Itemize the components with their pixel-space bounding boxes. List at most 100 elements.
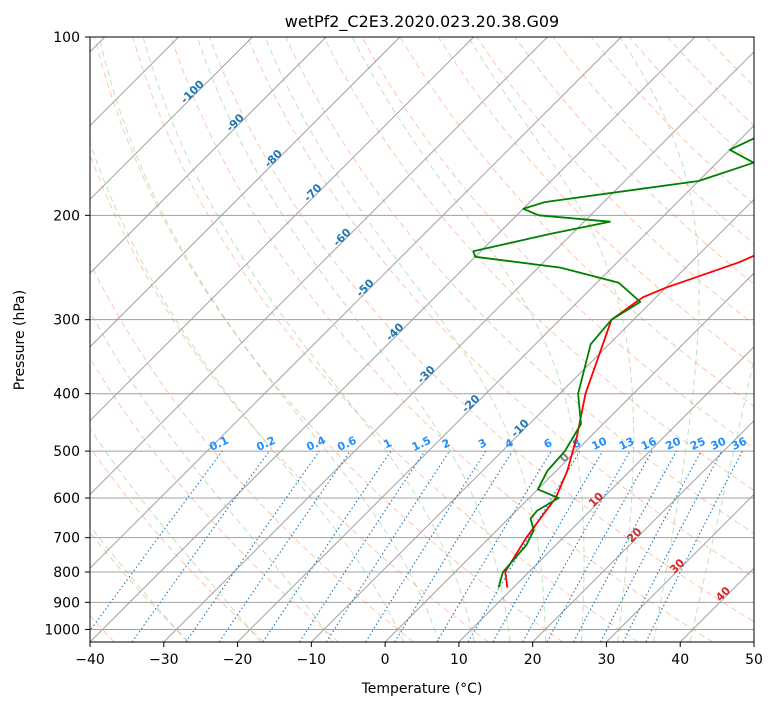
dry-adiabat-line bbox=[437, 37, 754, 366]
plot-area: 0.1 0.2 0.4 0.6 1 1.5 2 3 4 6 8 10 13 16 20 25 30 36-100-… bbox=[90, 37, 754, 642]
x-tick-label: −40 bbox=[75, 652, 105, 668]
isotherm-line bbox=[90, 37, 401, 348]
dry-adiabat-line bbox=[476, 37, 754, 325]
y-tick-label: 600 bbox=[53, 491, 80, 507]
x-tick-label: −20 bbox=[223, 652, 253, 668]
moist-adiabat-line bbox=[196, 37, 511, 642]
x-tick-label: 30 bbox=[598, 652, 616, 668]
isotherm-line bbox=[458, 346, 754, 642]
y-tick-label: 1000 bbox=[44, 622, 80, 638]
y-tick-label: 900 bbox=[53, 595, 80, 611]
dry-adiabat-line bbox=[590, 37, 754, 205]
mixing-ratio-line bbox=[436, 450, 552, 642]
isobars bbox=[90, 214, 754, 630]
dry-adiabat-line bbox=[90, 261, 414, 642]
isotherms bbox=[90, 37, 754, 642]
x-tick-label: 0 bbox=[381, 652, 390, 668]
y-tick-label: 200 bbox=[53, 208, 80, 224]
dry-adiabat-line bbox=[323, 37, 754, 492]
y-axis-label: Pressure (hPa) bbox=[12, 290, 28, 390]
dry-adiabat-line bbox=[90, 153, 489, 642]
isotherm-line bbox=[384, 272, 754, 642]
moist-adiabat-line bbox=[90, 427, 261, 642]
moist-adiabat-line bbox=[90, 525, 188, 642]
mixing-ratio-lines bbox=[90, 450, 743, 642]
adiabat-label: 10 bbox=[586, 490, 606, 510]
moist-adiabat-line bbox=[619, 37, 700, 642]
mixing-ratio-line bbox=[522, 450, 631, 642]
isotherm-label: -90 bbox=[224, 111, 247, 134]
line-labels: 0.1 0.2 0.4 0.6 1 1.5 2 3 4 6 8 10 13 16 20 25 30 36-100-… bbox=[178, 77, 749, 604]
x-axis-label: Temperature (°C) bbox=[361, 681, 483, 697]
isotherm-line bbox=[310, 198, 754, 642]
adiabat-label: 40 bbox=[713, 584, 733, 604]
x-tick-label: 40 bbox=[671, 652, 689, 668]
dry-adiabat-line bbox=[170, 37, 713, 642]
dry-adiabat-line bbox=[285, 37, 754, 535]
mixing-ratio-label: 20 bbox=[663, 434, 683, 452]
mixing-ratio-line bbox=[131, 450, 270, 642]
mixing-ratio-line bbox=[325, 450, 450, 642]
mixing-ratio-line bbox=[394, 450, 513, 642]
dry-adiabat-line bbox=[132, 37, 639, 642]
isotherm-line bbox=[237, 124, 754, 642]
isotherm-line bbox=[90, 37, 696, 642]
series bbox=[472, 137, 754, 588]
isotherm-label: -60 bbox=[330, 226, 353, 249]
x-tick-label: −30 bbox=[149, 652, 179, 668]
dry-adiabat-line bbox=[90, 357, 339, 642]
dry-adiabat-line bbox=[246, 37, 754, 578]
mixing-ratio-label: 13 bbox=[617, 435, 636, 453]
isotherm-label: -70 bbox=[301, 181, 324, 204]
isotherm-line bbox=[163, 51, 754, 642]
moist-adiabat-line bbox=[264, 37, 547, 642]
mixing-ratio-label: 30 bbox=[709, 435, 729, 453]
dry-adiabat-line bbox=[514, 37, 754, 285]
mixing-ratio-line bbox=[90, 450, 223, 632]
moist-adiabat-line bbox=[90, 310, 333, 642]
y-tick-label: 400 bbox=[53, 387, 80, 403]
dry-adiabat-line bbox=[361, 37, 754, 449]
isotherm-label: -20 bbox=[459, 392, 482, 415]
isotherm-line bbox=[90, 37, 622, 569]
adiabat-label: 30 bbox=[667, 556, 687, 576]
mixing-ratio-line bbox=[299, 450, 426, 642]
y-tick-label: 500 bbox=[53, 444, 80, 460]
mixing-ratio-label: 36 bbox=[730, 435, 750, 453]
dry-adiabat-line bbox=[94, 37, 564, 642]
isotherm-line bbox=[90, 37, 548, 496]
dry-adiabat-line bbox=[629, 37, 754, 166]
y-tick-label: 100 bbox=[53, 30, 80, 46]
dry-adiabat-line bbox=[667, 37, 754, 127]
isotherm-line bbox=[90, 37, 253, 201]
isotherm-label: -10 bbox=[508, 416, 531, 439]
y-tick-label: 800 bbox=[53, 565, 80, 581]
x-tick-label: 10 bbox=[450, 652, 468, 668]
dry-adiabat-line bbox=[552, 37, 754, 245]
isotherm-label: -50 bbox=[354, 276, 377, 299]
moist-adiabat-line bbox=[142, 37, 475, 642]
y-axis: 100 200 300 400 500 600 700 800 900 1000 bbox=[44, 30, 90, 638]
moist-adiabat-line bbox=[98, 37, 440, 642]
dry-adiabat-line bbox=[90, 531, 190, 642]
isotherm-line bbox=[753, 641, 754, 642]
isotherm-label: -80 bbox=[262, 147, 285, 170]
dry-adiabat-line bbox=[90, 446, 265, 642]
mixing-ratio-label: 3 bbox=[476, 436, 488, 451]
isotherm-line bbox=[90, 37, 475, 422]
isotherm-line bbox=[606, 493, 754, 642]
mixing-ratio-line bbox=[546, 450, 653, 642]
x-axis: −40 −30 −20 −10 0 10 20 30 40 50 bbox=[75, 642, 763, 668]
x-tick-label: 50 bbox=[745, 652, 763, 668]
dry-adiabat-line bbox=[705, 37, 754, 87]
y-tick-label: 300 bbox=[53, 313, 80, 329]
isotherm-line bbox=[679, 567, 754, 642]
mixing-ratio-line bbox=[600, 450, 702, 642]
y-tick-label: 700 bbox=[53, 531, 80, 547]
adiabat-label: 20 bbox=[624, 525, 644, 545]
isotherm-label: -30 bbox=[415, 363, 438, 386]
mixing-ratio-line bbox=[185, 450, 320, 642]
isotherm-line bbox=[90, 37, 327, 274]
isotherm-line bbox=[532, 419, 754, 642]
